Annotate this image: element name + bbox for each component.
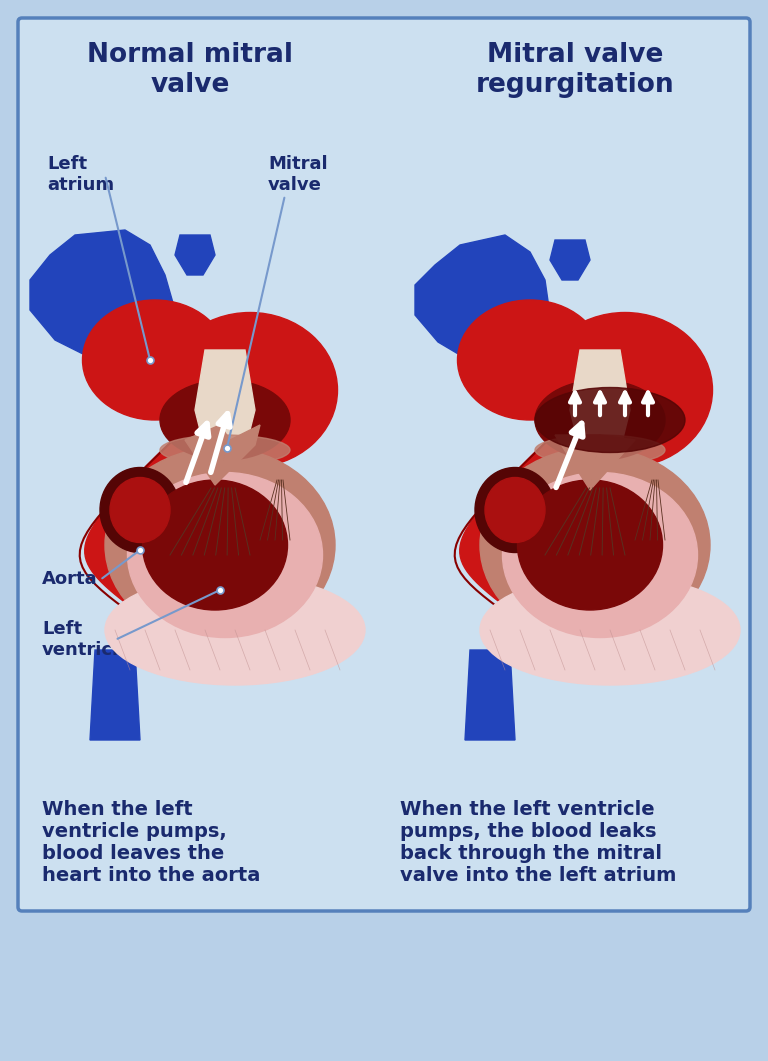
Text: Left
atrium: Left atrium — [47, 155, 114, 194]
Polygon shape — [84, 393, 268, 677]
Ellipse shape — [475, 468, 555, 553]
Ellipse shape — [480, 448, 710, 643]
Ellipse shape — [143, 480, 287, 610]
Ellipse shape — [160, 380, 290, 460]
Text: Normal mitral
valve: Normal mitral valve — [87, 42, 293, 98]
Ellipse shape — [538, 313, 713, 468]
Ellipse shape — [105, 448, 335, 643]
Polygon shape — [415, 234, 550, 358]
Polygon shape — [460, 393, 643, 677]
Ellipse shape — [535, 380, 665, 460]
Text: When the left
ventricle pumps,
blood leaves the
heart into the aorta: When the left ventricle pumps, blood lea… — [42, 800, 260, 885]
Polygon shape — [195, 350, 255, 450]
Ellipse shape — [163, 313, 337, 468]
Text: Left
ventricle: Left ventricle — [42, 620, 131, 659]
Ellipse shape — [485, 477, 545, 542]
Text: Mitral valve
regurgitation: Mitral valve regurgitation — [475, 42, 674, 98]
Ellipse shape — [226, 555, 254, 575]
Ellipse shape — [127, 472, 323, 638]
Ellipse shape — [82, 300, 227, 420]
Polygon shape — [465, 650, 515, 740]
Ellipse shape — [535, 435, 665, 465]
Polygon shape — [570, 350, 630, 450]
Ellipse shape — [480, 575, 740, 685]
Ellipse shape — [518, 480, 663, 610]
Polygon shape — [555, 435, 600, 490]
Polygon shape — [30, 230, 175, 355]
Polygon shape — [590, 435, 635, 490]
Ellipse shape — [160, 435, 290, 465]
Ellipse shape — [601, 555, 629, 575]
Ellipse shape — [458, 300, 603, 420]
FancyBboxPatch shape — [18, 18, 750, 911]
Text: Mitral
valve: Mitral valve — [268, 155, 328, 194]
Polygon shape — [175, 234, 215, 275]
Polygon shape — [550, 240, 590, 280]
Ellipse shape — [105, 575, 365, 685]
Polygon shape — [185, 425, 230, 485]
Polygon shape — [215, 425, 260, 485]
Ellipse shape — [110, 477, 170, 542]
Ellipse shape — [535, 387, 685, 452]
Ellipse shape — [100, 468, 180, 553]
Ellipse shape — [545, 549, 575, 571]
Ellipse shape — [170, 549, 200, 571]
Text: Aorta: Aorta — [42, 570, 98, 588]
Polygon shape — [90, 650, 140, 740]
Ellipse shape — [502, 472, 697, 638]
Text: When the left ventricle
pumps, the blood leaks
back through the mitral
valve int: When the left ventricle pumps, the blood… — [400, 800, 677, 885]
